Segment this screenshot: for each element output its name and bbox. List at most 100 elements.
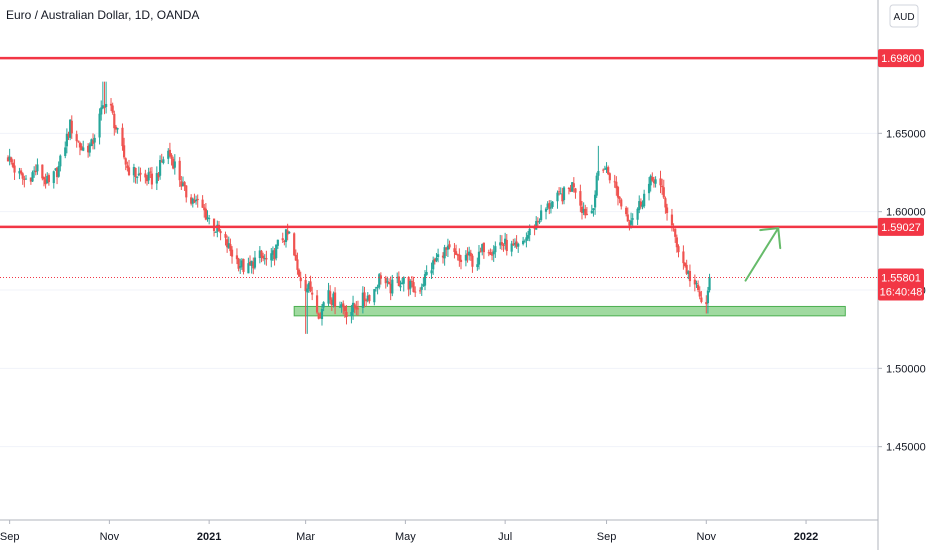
candle-body [602,169,605,171]
candle-body [109,103,113,106]
candle-body [170,154,173,159]
candle-body [386,281,389,283]
candle-body [605,167,608,170]
candle-body [59,155,62,167]
candle-body [219,231,222,234]
candle-body [402,277,405,284]
projection-arrow-shaft[interactable] [744,227,780,282]
time-tick-label: Mar [296,531,315,543]
candle-body [173,161,176,168]
candle-body [315,295,319,313]
candle-body [224,234,227,238]
candle-body [693,279,696,285]
candle-body [441,255,445,258]
candle-body [265,258,268,260]
candle-body [144,173,147,178]
candle-body [708,277,711,291]
candle-body [631,218,634,220]
candle-body [19,170,23,174]
candle-body [87,145,90,153]
candle-body [662,187,665,198]
candle-body [191,198,194,204]
candle-body [247,263,250,274]
candle-body [494,246,497,253]
candle-body [706,290,710,304]
candle-body [677,246,680,253]
currency-label: AUD [893,12,914,23]
candle-body [522,240,525,245]
candle-body [517,243,520,247]
candle-body [167,150,170,159]
support-zone[interactable] [293,305,846,317]
candle-body [639,201,642,207]
candle-body [665,207,669,214]
candle-body [194,199,198,202]
candle-body [322,302,325,308]
candle-body [100,107,103,115]
candle-body [603,168,606,170]
candle-body [201,199,204,208]
candle-body [412,282,415,293]
candle-body [137,173,140,176]
candle-body [340,304,343,308]
candle-body [157,174,160,178]
candle-body [585,213,589,215]
candle-body [363,292,366,301]
candle-body [263,258,266,260]
candle-body [435,257,438,261]
candle-body [674,228,677,237]
candle-body [626,214,629,222]
candle-body [454,251,458,255]
candle-body [134,167,137,177]
candle-body [160,161,163,163]
candle-body [593,194,597,208]
candle-body [132,167,136,176]
candle-body [664,198,667,208]
candle-body [685,264,688,274]
candle-body [29,177,32,182]
candle-body [93,137,96,143]
candle-body [204,208,207,220]
candle-body [572,183,575,188]
price-tick-label: 1.65000 [886,128,926,140]
candle-body [252,261,255,269]
candle-body [401,282,404,285]
candle-body [54,168,57,170]
candle-body [24,178,28,180]
candle-body [294,254,297,261]
candle-body [446,245,450,250]
candle-body [145,177,149,182]
currency-badge[interactable] [889,4,919,28]
candle-body [443,247,446,259]
candle-body [682,251,685,264]
candle-body [330,299,333,306]
candle-body [355,307,358,310]
candle-body [698,291,701,297]
candle-body [69,119,72,138]
candle-body [149,171,152,173]
candle-body [628,221,631,226]
candle-body [284,229,288,242]
candle-body [208,218,211,220]
candle-body [695,283,698,285]
candle-body [329,291,332,300]
candle-body [469,252,472,257]
candle-body [47,175,50,183]
candle-body [487,252,490,254]
candle-body [683,262,687,267]
candle-body [82,147,85,151]
candle-body [376,286,379,288]
candle-body [158,160,162,176]
candle-body [504,238,507,245]
candle-body [311,292,314,295]
candle-body [410,280,414,282]
candle-body [499,242,502,246]
candle-body [489,252,492,255]
candle-body [459,259,463,263]
candle-body [705,302,708,305]
candle-body [65,133,68,147]
candle-body [248,261,252,265]
candle-body [91,140,95,144]
